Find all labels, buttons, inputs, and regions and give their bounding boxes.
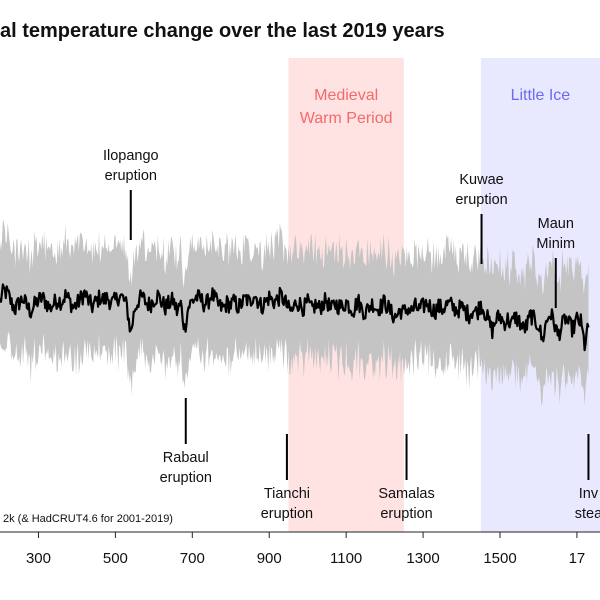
x-tick-label: 17 — [569, 550, 586, 567]
eruption-annotations: Ilopango eruption Rabaul eruption Tianchi eru… — [103, 148, 600, 522]
x-tick-label: 1100 — [330, 550, 362, 567]
annotation-0: Ilopango eruption — [103, 148, 159, 240]
x-tick-label: 300 — [26, 550, 51, 567]
annotation-text: stea — [575, 506, 600, 522]
uncertainty-range — [0, 219, 589, 406]
x-axis-ticks: 300 500 700 900 1100 1300 1500 17 — [26, 532, 585, 567]
annotation-text: Ilopango — [103, 148, 159, 164]
annotation-2: Tianchi eruption — [261, 434, 313, 522]
median-series-line — [0, 283, 590, 352]
annotation-text: Maun — [538, 216, 574, 232]
annotation-3: Samalas eruption — [378, 434, 435, 522]
range-area — [0, 219, 589, 406]
annotation-text: eruption — [261, 506, 313, 522]
x-tick-label: 900 — [257, 550, 282, 567]
annotation-4: Kuwae eruption — [455, 172, 508, 264]
annotation-1: Rabaul eruption — [160, 398, 212, 486]
annotation-text: eruption — [160, 470, 212, 486]
annotation-5: Maun Minim — [536, 216, 575, 308]
annotation-text: eruption — [455, 192, 507, 208]
chart-title: al temperature change over the last 2019… — [0, 20, 445, 42]
x-tick-label: 1300 — [406, 550, 439, 567]
annotation-text: Minim — [536, 236, 575, 252]
x-tick-label: 1500 — [483, 550, 516, 567]
annotation-text: eruption — [380, 506, 432, 522]
source-note: 2k (& HadCRUT4.6 for 2001-2019) — [3, 513, 173, 525]
band-label: Warm Period — [300, 110, 393, 127]
x-tick-label: 700 — [180, 550, 205, 567]
annotation-6: Inv stea — [575, 434, 600, 522]
annotation-text: Inv — [579, 486, 599, 502]
band-label: Little Ice — [511, 87, 571, 104]
annotation-text: Rabaul — [163, 450, 209, 466]
median-line — [0, 283, 590, 352]
annotation-text: Samalas — [378, 486, 434, 502]
band-label: Medieval — [314, 87, 378, 104]
x-tick-label: 500 — [103, 550, 128, 567]
annotation-text: Kuwae — [459, 172, 503, 188]
annotation-text: eruption — [105, 168, 157, 184]
annotation-text: Tianchi — [264, 486, 310, 502]
